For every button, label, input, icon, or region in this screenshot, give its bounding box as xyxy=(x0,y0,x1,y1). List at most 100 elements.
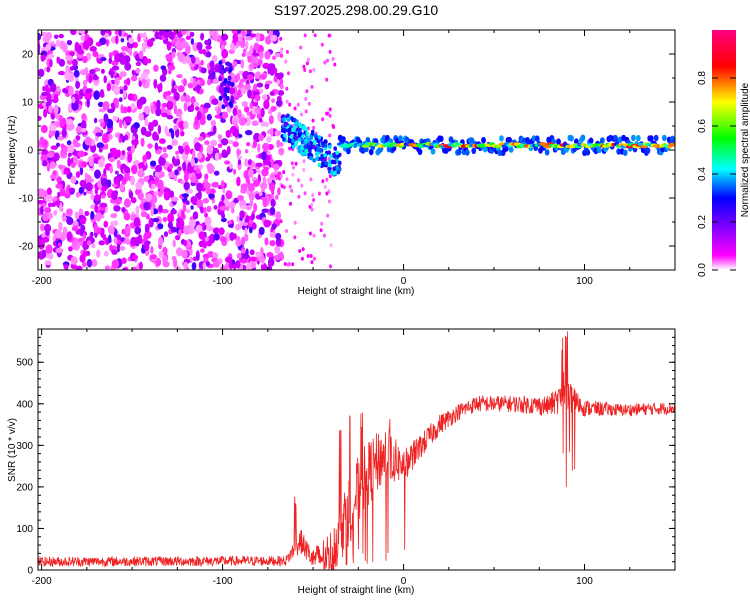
heatmap-cell xyxy=(266,136,272,143)
heatmap-cell xyxy=(97,158,105,168)
heatmap-cell xyxy=(283,122,288,128)
heatmap-cell xyxy=(319,228,323,233)
heatmap-cell xyxy=(84,90,92,101)
heatmap-cell xyxy=(172,239,176,248)
heatmap-cell xyxy=(178,115,183,123)
heatmap-cell xyxy=(78,30,86,34)
heatmap-cell xyxy=(244,148,249,154)
heatmap-cell xyxy=(66,140,72,146)
heatmap-cell xyxy=(177,85,185,93)
heatmap-cell xyxy=(274,194,279,200)
heatmap-cell xyxy=(290,188,294,193)
x-tick-label: -200 xyxy=(32,576,52,587)
heatmap-cell xyxy=(143,175,149,182)
heatmap-cell xyxy=(277,130,281,136)
heatmap-cell xyxy=(167,64,176,71)
heatmap-cell xyxy=(274,168,278,176)
heatmap-cell xyxy=(231,42,235,51)
heatmap-cell xyxy=(45,194,53,203)
heatmap-cell xyxy=(183,261,189,270)
heatmap-cell xyxy=(49,161,56,169)
heatmap-cell xyxy=(154,142,159,151)
heatmap-cell xyxy=(145,193,153,201)
heatmap-cell xyxy=(44,260,52,266)
heatmap-cell xyxy=(438,135,444,142)
heatmap-cell xyxy=(59,188,66,197)
heatmap-cell xyxy=(289,134,294,139)
heatmap-cell xyxy=(267,31,274,36)
heatmap-cell xyxy=(315,156,319,161)
heatmap-cell xyxy=(241,100,249,108)
heatmap-cell xyxy=(62,43,68,53)
heatmap-cell xyxy=(304,109,308,114)
heatmap-cell xyxy=(305,131,310,136)
heatmap-cell xyxy=(56,56,61,64)
colorbar: 0.0 0.2 0.4 0.6 0.8 Normalized spectral ampl… xyxy=(697,30,750,277)
heatmap-cell xyxy=(61,128,67,138)
heatmap-cell xyxy=(102,101,110,111)
heatmap-cell xyxy=(239,258,248,264)
heatmap-cell xyxy=(46,152,54,158)
heatmap-cell xyxy=(240,59,245,69)
heatmap-cell xyxy=(212,227,221,235)
heatmap-cell xyxy=(247,74,254,81)
heatmap-cell xyxy=(305,134,309,140)
heatmap-cell xyxy=(133,122,140,129)
heatmap-cell xyxy=(323,60,327,65)
heatmap-cell xyxy=(368,148,374,156)
heatmap-cell xyxy=(195,168,201,175)
heatmap-cell xyxy=(268,115,274,125)
heatmap-cell xyxy=(84,136,93,146)
heatmap-cell xyxy=(187,188,194,194)
heatmap-cell xyxy=(169,31,175,40)
heatmap-cell xyxy=(226,145,231,155)
heatmap-cell xyxy=(236,215,240,223)
heatmap-cell xyxy=(271,223,277,229)
heatmap-cell xyxy=(238,117,246,126)
heatmap-cell xyxy=(208,164,215,174)
heatmap-cell xyxy=(132,41,139,49)
heatmap-cell xyxy=(234,128,239,138)
heatmap-cell xyxy=(227,201,236,209)
heatmap-cell xyxy=(100,68,105,74)
heatmap-cell xyxy=(236,155,243,160)
heatmap-cell xyxy=(153,64,159,72)
heatmap-cell xyxy=(190,196,198,204)
heatmap-cell xyxy=(309,254,313,258)
heatmap-cell xyxy=(158,204,163,213)
heatmap-cell xyxy=(200,59,204,66)
heatmap-cell xyxy=(269,174,276,179)
heatmap-cell xyxy=(70,175,77,184)
heatmap-cell xyxy=(332,166,337,171)
heatmap-cell xyxy=(220,180,225,188)
heatmap-cell xyxy=(231,30,238,34)
heatmap-cell xyxy=(275,237,282,247)
heatmap-cell xyxy=(130,164,138,175)
heatmap-cell xyxy=(190,97,196,104)
heatmap-cell xyxy=(119,119,123,129)
heatmap-cell xyxy=(113,228,118,239)
heatmap-cell xyxy=(108,234,112,244)
heatmap-cell xyxy=(217,143,223,149)
heatmap-cell xyxy=(227,75,232,81)
heatmap-cell xyxy=(221,48,229,59)
heatmap-cell xyxy=(88,158,94,167)
heatmap-cell xyxy=(144,223,150,233)
heatmap-cell xyxy=(266,251,274,258)
heatmap-cell xyxy=(175,112,181,117)
heatmap-cell xyxy=(304,96,308,101)
heatmap-cell xyxy=(143,56,149,66)
heatmap-cell xyxy=(163,32,171,38)
heatmap-cell xyxy=(278,72,284,79)
heatmap-cell xyxy=(286,262,290,267)
heatmap-cell xyxy=(119,246,126,251)
heatmap-cell xyxy=(304,149,309,154)
heatmap-cell xyxy=(260,121,267,127)
heatmap-cell xyxy=(158,250,164,259)
heatmap-cell xyxy=(168,128,174,133)
heatmap-cell xyxy=(333,62,337,67)
heatmap-cell xyxy=(176,74,183,79)
heatmap-cell xyxy=(206,225,214,232)
heatmap-cell xyxy=(141,78,146,85)
